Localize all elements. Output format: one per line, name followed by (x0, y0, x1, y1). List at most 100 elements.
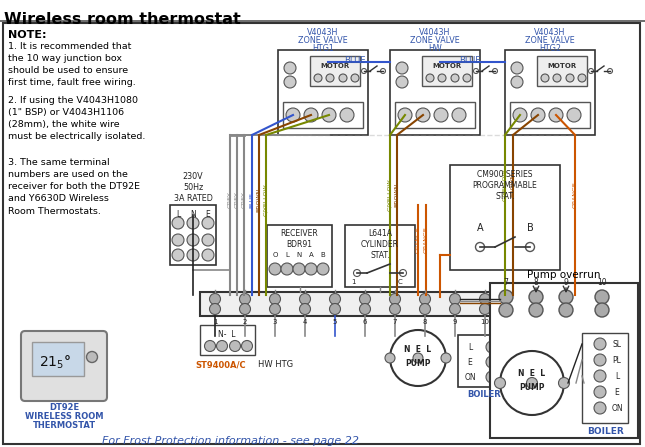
Circle shape (595, 290, 609, 304)
Circle shape (452, 108, 466, 122)
Circle shape (608, 68, 613, 73)
Text: E: E (206, 210, 210, 219)
Circle shape (511, 62, 523, 74)
Bar (582, 333, 628, 423)
Circle shape (441, 353, 451, 363)
Circle shape (317, 263, 329, 275)
Text: N-  L: N- L (218, 330, 236, 339)
Circle shape (594, 370, 606, 382)
Circle shape (566, 74, 574, 82)
Circle shape (381, 68, 386, 73)
Circle shape (239, 294, 250, 304)
Text: MOTOR: MOTOR (321, 63, 350, 69)
Circle shape (475, 243, 484, 252)
Circle shape (204, 341, 215, 351)
Circle shape (426, 74, 434, 82)
Text: 3. The same terminal
numbers are used on the
receiver for both the DT92E
and Y66: 3. The same terminal numbers are used on… (8, 158, 140, 215)
Text: ST9400A/C: ST9400A/C (195, 360, 246, 369)
Text: N  E  L: N E L (519, 368, 546, 378)
Circle shape (526, 243, 535, 252)
Circle shape (396, 62, 408, 74)
Text: C: C (397, 279, 402, 285)
Circle shape (326, 74, 334, 82)
Text: For Frost Protection information - see page 22: For Frost Protection information - see p… (101, 436, 359, 446)
Bar (283, 102, 363, 128)
Text: 6: 6 (362, 319, 367, 325)
Circle shape (559, 303, 573, 317)
Circle shape (419, 294, 430, 304)
Text: O: O (272, 252, 278, 258)
Circle shape (202, 249, 214, 261)
Text: L641A
CYLINDER
STAT.: L641A CYLINDER STAT. (361, 229, 399, 260)
Text: THERMOSTAT: THERMOSTAT (32, 421, 95, 430)
Text: MOTOR: MOTOR (432, 63, 462, 69)
Text: 8: 8 (422, 319, 427, 325)
Circle shape (270, 294, 281, 304)
Circle shape (531, 108, 545, 122)
Circle shape (172, 234, 184, 246)
Circle shape (353, 270, 361, 277)
Text: E: E (615, 388, 619, 397)
Text: HW HTG: HW HTG (258, 360, 293, 369)
Circle shape (202, 234, 214, 246)
Circle shape (399, 270, 406, 277)
Text: L: L (176, 210, 180, 219)
Circle shape (594, 402, 606, 414)
Circle shape (284, 62, 296, 74)
Text: GREY: GREY (228, 192, 232, 208)
Text: 7: 7 (504, 278, 508, 287)
Circle shape (500, 351, 564, 415)
Bar (170, 205, 216, 265)
Circle shape (314, 74, 322, 82)
Circle shape (451, 74, 459, 82)
Text: Wireless room thermostat: Wireless room thermostat (4, 12, 241, 27)
Text: HTG1: HTG1 (312, 44, 334, 53)
Text: PUMP: PUMP (405, 358, 431, 367)
Text: V4043H: V4043H (419, 28, 451, 37)
Text: 10: 10 (597, 278, 607, 287)
Circle shape (486, 371, 498, 383)
Circle shape (351, 74, 359, 82)
Bar (390, 50, 480, 135)
Circle shape (172, 217, 184, 229)
Text: G/YELLOW: G/YELLOW (502, 169, 508, 201)
Circle shape (541, 74, 549, 82)
Bar (267, 225, 332, 287)
Bar (422, 56, 472, 86)
Circle shape (486, 341, 498, 353)
Circle shape (390, 304, 401, 315)
Circle shape (495, 378, 506, 388)
Bar (345, 225, 415, 287)
Circle shape (330, 304, 341, 315)
Text: BLUE: BLUE (344, 56, 366, 65)
Circle shape (473, 68, 479, 73)
Circle shape (86, 351, 97, 363)
Circle shape (304, 108, 318, 122)
Circle shape (398, 108, 412, 122)
Text: RECEIVER
BDR91: RECEIVER BDR91 (281, 229, 319, 249)
Bar (458, 335, 510, 387)
Text: L: L (468, 343, 472, 352)
Circle shape (416, 108, 430, 122)
Text: 8: 8 (533, 278, 539, 287)
Circle shape (479, 294, 490, 304)
Text: HTG2: HTG2 (539, 44, 561, 53)
Text: DT92E: DT92E (49, 403, 79, 412)
Text: G/YELLOW: G/YELLOW (264, 184, 268, 216)
Text: 9: 9 (564, 278, 568, 287)
Text: 230V
50Hz
3A RATED: 230V 50Hz 3A RATED (174, 172, 212, 203)
Circle shape (479, 304, 490, 315)
Text: BOILER: BOILER (586, 427, 623, 436)
Text: MOTOR: MOTOR (548, 63, 577, 69)
Text: BROWN: BROWN (257, 188, 261, 212)
Circle shape (330, 294, 341, 304)
Text: BROWN: BROWN (395, 183, 399, 207)
Circle shape (396, 76, 408, 88)
Text: G/YELLOW: G/YELLOW (388, 179, 393, 211)
Text: BROWN: BROWN (510, 173, 515, 197)
Circle shape (419, 304, 430, 315)
Circle shape (187, 217, 199, 229)
Circle shape (230, 341, 241, 351)
Circle shape (529, 290, 543, 304)
Text: ON: ON (464, 373, 476, 382)
